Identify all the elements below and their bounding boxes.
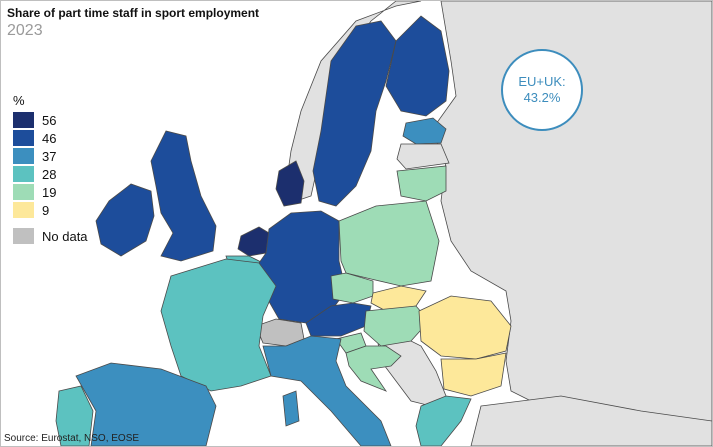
- legend-label: 19: [42, 184, 57, 200]
- portugal-region: [55, 385, 94, 446]
- legend-item: 46: [13, 129, 88, 147]
- legend-no-data: No data: [13, 227, 88, 245]
- spain-region: [75, 362, 217, 446]
- source-note: Source: Eurostat, NSO, EOSE: [4, 433, 140, 444]
- legend-item: 37: [13, 147, 88, 165]
- lithuania-region: [396, 165, 447, 202]
- legend-label: 28: [42, 166, 57, 182]
- legend-swatch: [13, 202, 34, 218]
- legend-item: 56: [13, 111, 88, 129]
- legend-swatch: [13, 184, 34, 200]
- legend-label: No data: [42, 228, 88, 244]
- legend: % 56 46 37 28 19 9 No data: [13, 93, 88, 245]
- denmark-region: [275, 160, 305, 207]
- netherlands-region: [237, 226, 270, 257]
- badge-value: 43.2%: [523, 90, 561, 105]
- sardinia-region: [282, 390, 300, 427]
- latvia-region: [396, 143, 450, 170]
- uk-region: [150, 130, 217, 262]
- legend-item: 9: [13, 201, 88, 219]
- romania-region: [418, 295, 512, 360]
- legend-item: 28: [13, 165, 88, 183]
- map-year: 2023: [7, 22, 43, 39]
- legend-label: 46: [42, 130, 57, 146]
- norway-sweden-region: [312, 20, 397, 207]
- legend-unit: %: [13, 93, 25, 108]
- croatia-region: [345, 345, 402, 392]
- bulgaria-region: [440, 352, 507, 397]
- poland-region: [338, 200, 440, 287]
- legend-swatch: [13, 112, 34, 128]
- legend-label: 37: [42, 148, 57, 164]
- ireland-region: [95, 183, 155, 257]
- finland-region: [385, 15, 450, 117]
- legend-swatch: [13, 130, 34, 146]
- estonia-region: [402, 117, 447, 145]
- slovakia-region: [370, 285, 427, 312]
- legend-label: 56: [42, 112, 57, 128]
- turkey-region: [470, 395, 712, 446]
- hungary-region: [363, 305, 430, 347]
- map-title: Share of part time staff in sport employ…: [7, 6, 260, 20]
- eu-average-badge: EU+UK: 43.2%: [501, 49, 583, 131]
- france-region: [160, 258, 277, 392]
- legend-label: 9: [42, 202, 50, 218]
- legend-item: 19: [13, 183, 88, 201]
- greece-region: [415, 395, 472, 446]
- legend-swatch: [13, 148, 34, 164]
- legend-swatch: [13, 228, 34, 244]
- badge-label: EU+UK:: [518, 74, 566, 89]
- italy-region: [262, 335, 392, 446]
- legend-swatch: [13, 166, 34, 182]
